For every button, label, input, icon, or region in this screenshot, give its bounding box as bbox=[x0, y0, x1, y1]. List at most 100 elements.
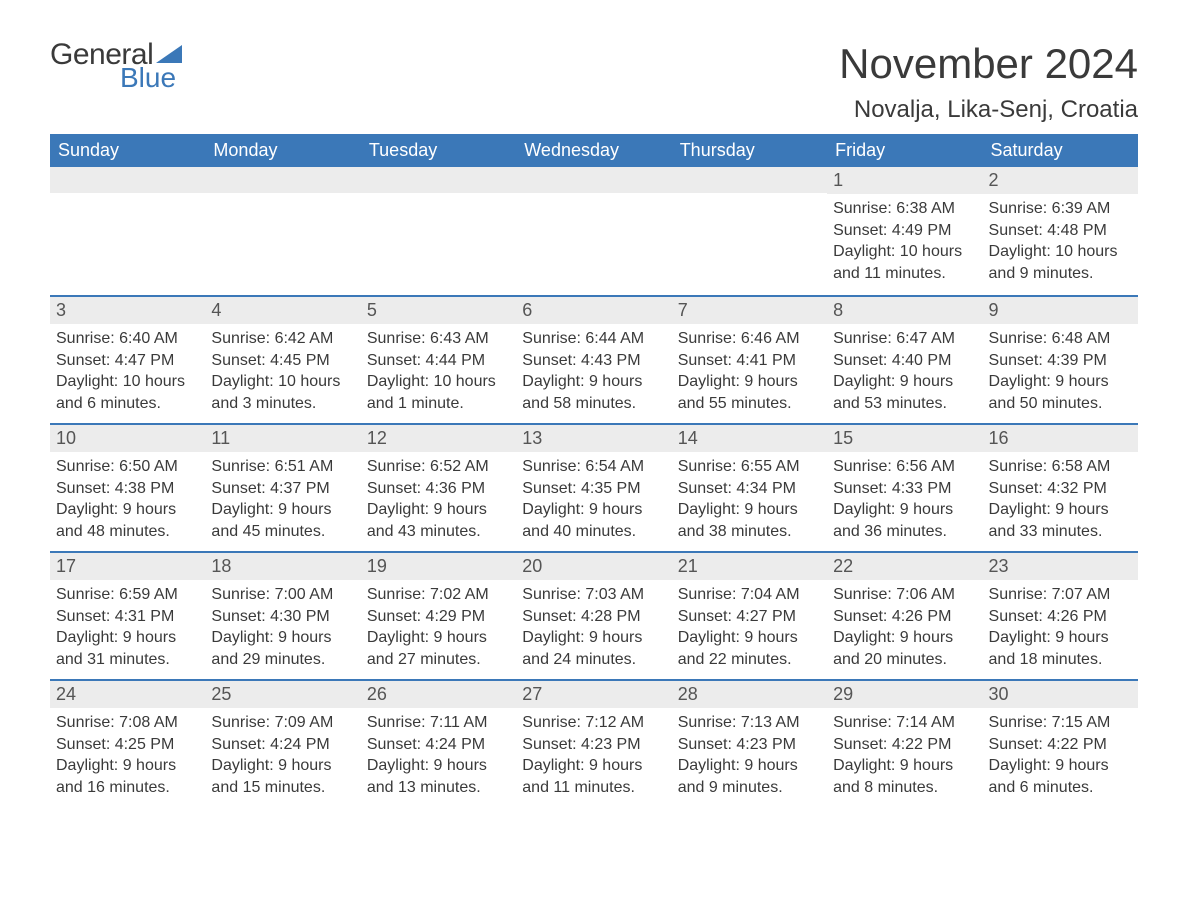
sunrise-text: Sunrise: 6:52 AM bbox=[367, 456, 510, 478]
calendar-day: 11Sunrise: 6:51 AMSunset: 4:37 PMDayligh… bbox=[205, 425, 360, 551]
sunrise-text: Sunrise: 7:06 AM bbox=[833, 584, 976, 606]
weekday-heading: Saturday bbox=[983, 134, 1138, 167]
day-number: 30 bbox=[983, 681, 1138, 708]
daylight-text: Daylight: 10 hours and 11 minutes. bbox=[833, 241, 976, 284]
daylight-text: Daylight: 9 hours and 53 minutes. bbox=[833, 371, 976, 414]
day-details: Sunrise: 6:59 AMSunset: 4:31 PMDaylight:… bbox=[50, 580, 205, 674]
day-details: Sunrise: 6:44 AMSunset: 4:43 PMDaylight:… bbox=[516, 324, 671, 418]
sunset-text: Sunset: 4:27 PM bbox=[678, 606, 821, 628]
calendar-day: 30Sunrise: 7:15 AMSunset: 4:22 PMDayligh… bbox=[983, 681, 1138, 807]
day-number: 10 bbox=[50, 425, 205, 452]
day-details: Sunrise: 6:51 AMSunset: 4:37 PMDaylight:… bbox=[205, 452, 360, 546]
sunset-text: Sunset: 4:26 PM bbox=[833, 606, 976, 628]
daylight-text: Daylight: 9 hours and 16 minutes. bbox=[56, 755, 199, 798]
day-number bbox=[205, 167, 360, 193]
daylight-text: Daylight: 9 hours and 45 minutes. bbox=[211, 499, 354, 542]
calendar-week: 17Sunrise: 6:59 AMSunset: 4:31 PMDayligh… bbox=[50, 551, 1138, 679]
daylight-text: Daylight: 9 hours and 40 minutes. bbox=[522, 499, 665, 542]
day-details: Sunrise: 6:43 AMSunset: 4:44 PMDaylight:… bbox=[361, 324, 516, 418]
day-details: Sunrise: 6:52 AMSunset: 4:36 PMDaylight:… bbox=[361, 452, 516, 546]
calendar-week: 10Sunrise: 6:50 AMSunset: 4:38 PMDayligh… bbox=[50, 423, 1138, 551]
sunrise-text: Sunrise: 6:56 AM bbox=[833, 456, 976, 478]
daylight-text: Daylight: 9 hours and 22 minutes. bbox=[678, 627, 821, 670]
weekday-heading: Tuesday bbox=[361, 134, 516, 167]
daylight-text: Daylight: 9 hours and 43 minutes. bbox=[367, 499, 510, 542]
day-details: Sunrise: 7:15 AMSunset: 4:22 PMDaylight:… bbox=[983, 708, 1138, 802]
sunset-text: Sunset: 4:37 PM bbox=[211, 478, 354, 500]
sunrise-text: Sunrise: 6:43 AM bbox=[367, 328, 510, 350]
calendar-day: 21Sunrise: 7:04 AMSunset: 4:27 PMDayligh… bbox=[672, 553, 827, 679]
calendar-day: 13Sunrise: 6:54 AMSunset: 4:35 PMDayligh… bbox=[516, 425, 671, 551]
weeks-container: 1Sunrise: 6:38 AMSunset: 4:49 PMDaylight… bbox=[50, 167, 1138, 807]
sunrise-text: Sunrise: 7:00 AM bbox=[211, 584, 354, 606]
daylight-text: Daylight: 9 hours and 48 minutes. bbox=[56, 499, 199, 542]
day-number: 26 bbox=[361, 681, 516, 708]
day-number: 14 bbox=[672, 425, 827, 452]
sunset-text: Sunset: 4:30 PM bbox=[211, 606, 354, 628]
sunrise-text: Sunrise: 6:55 AM bbox=[678, 456, 821, 478]
day-details: Sunrise: 6:47 AMSunset: 4:40 PMDaylight:… bbox=[827, 324, 982, 418]
sunset-text: Sunset: 4:26 PM bbox=[989, 606, 1132, 628]
calendar-day: 10Sunrise: 6:50 AMSunset: 4:38 PMDayligh… bbox=[50, 425, 205, 551]
calendar-day: 14Sunrise: 6:55 AMSunset: 4:34 PMDayligh… bbox=[672, 425, 827, 551]
calendar-day: 26Sunrise: 7:11 AMSunset: 4:24 PMDayligh… bbox=[361, 681, 516, 807]
sunset-text: Sunset: 4:22 PM bbox=[989, 734, 1132, 756]
daylight-text: Daylight: 9 hours and 31 minutes. bbox=[56, 627, 199, 670]
weekday-heading: Wednesday bbox=[516, 134, 671, 167]
calendar: Sunday Monday Tuesday Wednesday Thursday… bbox=[50, 134, 1138, 807]
day-number: 29 bbox=[827, 681, 982, 708]
day-number: 6 bbox=[516, 297, 671, 324]
calendar-day: 27Sunrise: 7:12 AMSunset: 4:23 PMDayligh… bbox=[516, 681, 671, 807]
day-number: 20 bbox=[516, 553, 671, 580]
calendar-day: 18Sunrise: 7:00 AMSunset: 4:30 PMDayligh… bbox=[205, 553, 360, 679]
daylight-text: Daylight: 9 hours and 50 minutes. bbox=[989, 371, 1132, 414]
sunrise-text: Sunrise: 7:13 AM bbox=[678, 712, 821, 734]
sunset-text: Sunset: 4:39 PM bbox=[989, 350, 1132, 372]
sunrise-text: Sunrise: 7:04 AM bbox=[678, 584, 821, 606]
sunrise-text: Sunrise: 7:02 AM bbox=[367, 584, 510, 606]
sunset-text: Sunset: 4:43 PM bbox=[522, 350, 665, 372]
day-details: Sunrise: 7:02 AMSunset: 4:29 PMDaylight:… bbox=[361, 580, 516, 674]
sunset-text: Sunset: 4:48 PM bbox=[989, 220, 1132, 242]
day-number bbox=[361, 167, 516, 193]
weekday-heading: Monday bbox=[205, 134, 360, 167]
day-number: 5 bbox=[361, 297, 516, 324]
daylight-text: Daylight: 9 hours and 24 minutes. bbox=[522, 627, 665, 670]
sunrise-text: Sunrise: 7:11 AM bbox=[367, 712, 510, 734]
calendar-week: 1Sunrise: 6:38 AMSunset: 4:49 PMDaylight… bbox=[50, 167, 1138, 295]
sunrise-text: Sunrise: 7:03 AM bbox=[522, 584, 665, 606]
day-details: Sunrise: 7:03 AMSunset: 4:28 PMDaylight:… bbox=[516, 580, 671, 674]
calendar-day: 25Sunrise: 7:09 AMSunset: 4:24 PMDayligh… bbox=[205, 681, 360, 807]
day-number: 18 bbox=[205, 553, 360, 580]
sunrise-text: Sunrise: 6:44 AM bbox=[522, 328, 665, 350]
sunset-text: Sunset: 4:35 PM bbox=[522, 478, 665, 500]
day-number: 16 bbox=[983, 425, 1138, 452]
day-details: Sunrise: 6:50 AMSunset: 4:38 PMDaylight:… bbox=[50, 452, 205, 546]
day-details: Sunrise: 6:38 AMSunset: 4:49 PMDaylight:… bbox=[827, 194, 982, 288]
day-details: Sunrise: 6:58 AMSunset: 4:32 PMDaylight:… bbox=[983, 452, 1138, 546]
day-details: Sunrise: 7:07 AMSunset: 4:26 PMDaylight:… bbox=[983, 580, 1138, 674]
calendar-day: 9Sunrise: 6:48 AMSunset: 4:39 PMDaylight… bbox=[983, 297, 1138, 423]
calendar-day bbox=[205, 167, 360, 295]
sunset-text: Sunset: 4:36 PM bbox=[367, 478, 510, 500]
calendar-day bbox=[516, 167, 671, 295]
sunrise-text: Sunrise: 6:40 AM bbox=[56, 328, 199, 350]
sunset-text: Sunset: 4:33 PM bbox=[833, 478, 976, 500]
calendar-day: 7Sunrise: 6:46 AMSunset: 4:41 PMDaylight… bbox=[672, 297, 827, 423]
logo-triangle-icon bbox=[156, 45, 182, 63]
calendar-week: 24Sunrise: 7:08 AMSunset: 4:25 PMDayligh… bbox=[50, 679, 1138, 807]
calendar-day: 28Sunrise: 7:13 AMSunset: 4:23 PMDayligh… bbox=[672, 681, 827, 807]
calendar-day: 20Sunrise: 7:03 AMSunset: 4:28 PMDayligh… bbox=[516, 553, 671, 679]
day-number: 8 bbox=[827, 297, 982, 324]
sunrise-text: Sunrise: 7:15 AM bbox=[989, 712, 1132, 734]
weekday-header-row: Sunday Monday Tuesday Wednesday Thursday… bbox=[50, 134, 1138, 167]
sunrise-text: Sunrise: 6:58 AM bbox=[989, 456, 1132, 478]
sunrise-text: Sunrise: 6:59 AM bbox=[56, 584, 199, 606]
day-number bbox=[50, 167, 205, 193]
daylight-text: Daylight: 9 hours and 6 minutes. bbox=[989, 755, 1132, 798]
day-number: 23 bbox=[983, 553, 1138, 580]
calendar-day: 23Sunrise: 7:07 AMSunset: 4:26 PMDayligh… bbox=[983, 553, 1138, 679]
sunset-text: Sunset: 4:34 PM bbox=[678, 478, 821, 500]
sunrise-text: Sunrise: 6:38 AM bbox=[833, 198, 976, 220]
sunset-text: Sunset: 4:23 PM bbox=[678, 734, 821, 756]
